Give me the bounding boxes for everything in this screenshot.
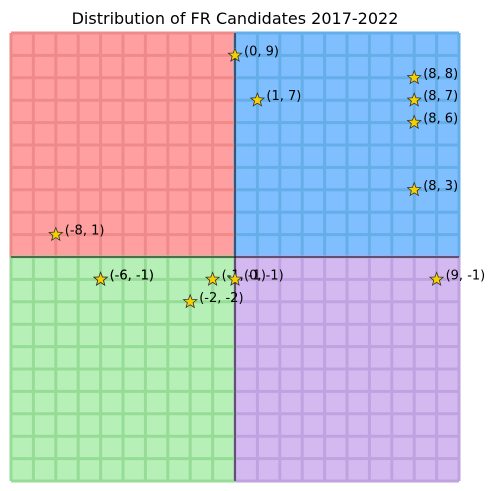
- data-label: (0, -1): [244, 268, 284, 283]
- data-point-star: [406, 92, 422, 107]
- data-point-star: [227, 47, 243, 62]
- data-label: (0, 9): [244, 44, 279, 59]
- data-label: (9, -1): [446, 268, 486, 283]
- data-label: (1, 7): [266, 89, 301, 104]
- data-label: (-8, 1): [65, 224, 105, 239]
- data-point-star: [406, 181, 422, 197]
- chart-title: Distribution of FR Candidates 2017-2022: [72, 9, 399, 28]
- data-point-star: [48, 226, 64, 242]
- data-point-star: [227, 271, 243, 286]
- data-point-star: [406, 69, 422, 85]
- data-label: (8, 7): [423, 89, 458, 104]
- data-label: (8, 8): [423, 67, 458, 82]
- data-point-star: [182, 293, 198, 309]
- data-point-star: [406, 114, 422, 130]
- data-label: (-2, -2): [199, 291, 243, 306]
- data-label: (8, 3): [423, 179, 458, 194]
- data-point-star: [428, 271, 445, 286]
- data-point-star: [249, 92, 266, 107]
- data-point-star: [204, 271, 221, 286]
- data-point-star: [92, 271, 109, 286]
- plot-area: (0, 9) (1, 7) (8, 8) (8, 7) (8, 6) (8, 3) (-8,…: [9, 31, 486, 483]
- data-label: (-6, -1): [110, 268, 154, 283]
- data-label: (8, 6): [423, 112, 458, 127]
- data-label: (-6, -1): [110, 268, 154, 283]
